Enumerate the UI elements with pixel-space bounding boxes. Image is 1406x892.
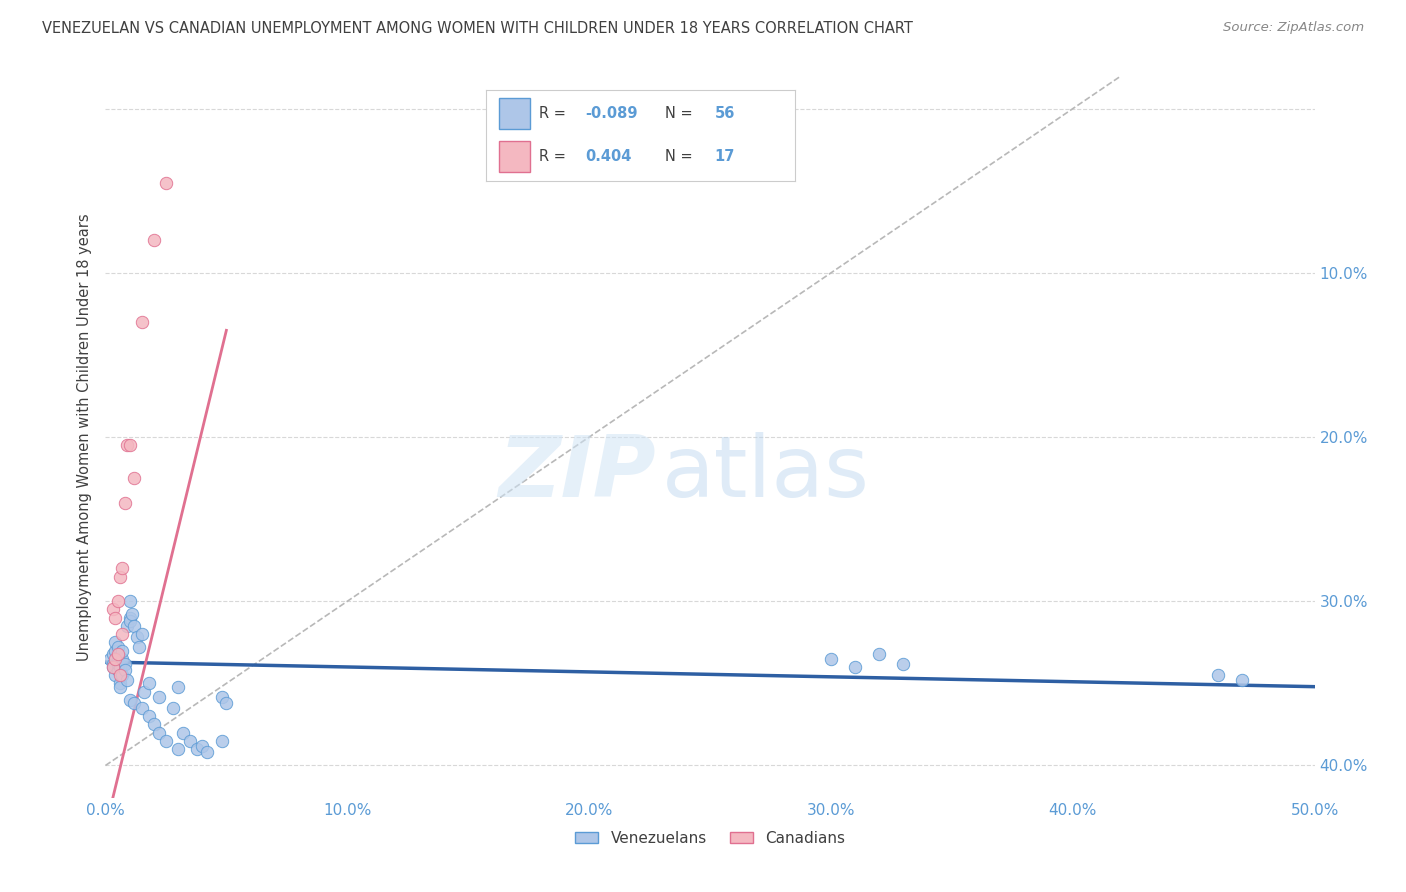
Point — [820, 652, 842, 666]
Point — [108, 660, 131, 674]
Point — [115, 673, 138, 687]
Point — [115, 619, 138, 633]
Point — [111, 561, 134, 575]
Point — [844, 660, 866, 674]
Point — [101, 647, 124, 661]
Point — [115, 438, 138, 452]
Point — [1206, 668, 1229, 682]
Point — [167, 742, 190, 756]
Point — [101, 660, 124, 674]
Point — [893, 657, 915, 671]
Point — [215, 696, 238, 710]
Point — [107, 640, 129, 655]
Point — [118, 693, 141, 707]
Point — [118, 610, 141, 624]
Point — [191, 739, 214, 753]
Point — [104, 643, 127, 657]
Point — [148, 690, 170, 704]
Point — [107, 647, 129, 661]
Point — [124, 696, 146, 710]
Point — [167, 680, 190, 694]
Legend: Venezuelans, Canadians: Venezuelans, Canadians — [569, 825, 851, 852]
Point — [104, 668, 127, 682]
Point — [101, 657, 124, 671]
Point — [138, 676, 160, 690]
Point — [125, 631, 148, 645]
Point — [142, 717, 165, 731]
Point — [155, 734, 177, 748]
Point — [172, 725, 194, 739]
Point — [155, 176, 177, 190]
Point — [128, 640, 150, 655]
Point — [124, 619, 146, 633]
Point — [118, 614, 141, 628]
Point — [138, 709, 160, 723]
Point — [108, 668, 131, 682]
Point — [111, 627, 134, 641]
Point — [131, 315, 153, 329]
Point — [111, 643, 134, 657]
Point — [114, 663, 136, 677]
Point — [179, 734, 201, 748]
Point — [101, 660, 124, 674]
Point — [211, 734, 233, 748]
Point — [131, 627, 153, 641]
Point — [124, 471, 146, 485]
Text: ZIP: ZIP — [498, 432, 655, 515]
Point — [114, 657, 136, 671]
Point — [186, 742, 208, 756]
Point — [195, 745, 218, 759]
Point — [98, 652, 121, 666]
Point — [111, 652, 134, 666]
Point — [1230, 673, 1253, 687]
Point — [104, 652, 127, 666]
Point — [118, 438, 141, 452]
Point — [107, 652, 129, 666]
Point — [108, 676, 131, 690]
Point — [108, 569, 131, 583]
Point — [107, 663, 129, 677]
Text: atlas: atlas — [662, 432, 870, 515]
Point — [101, 602, 124, 616]
Point — [107, 594, 129, 608]
Point — [868, 647, 890, 661]
Point — [211, 690, 233, 704]
Point — [131, 701, 153, 715]
Point — [108, 680, 131, 694]
Point — [121, 607, 143, 622]
Y-axis label: Unemployment Among Women with Children Under 18 years: Unemployment Among Women with Children U… — [77, 213, 93, 661]
Point — [134, 684, 156, 698]
Point — [148, 725, 170, 739]
Point — [118, 594, 141, 608]
Point — [114, 496, 136, 510]
Point — [107, 657, 129, 671]
Point — [104, 610, 127, 624]
Point — [162, 701, 184, 715]
Text: VENEZUELAN VS CANADIAN UNEMPLOYMENT AMONG WOMEN WITH CHILDREN UNDER 18 YEARS COR: VENEZUELAN VS CANADIAN UNEMPLOYMENT AMON… — [42, 21, 912, 36]
Point — [111, 668, 134, 682]
Point — [104, 635, 127, 649]
Text: Source: ZipAtlas.com: Source: ZipAtlas.com — [1223, 21, 1364, 34]
Point — [142, 233, 165, 247]
